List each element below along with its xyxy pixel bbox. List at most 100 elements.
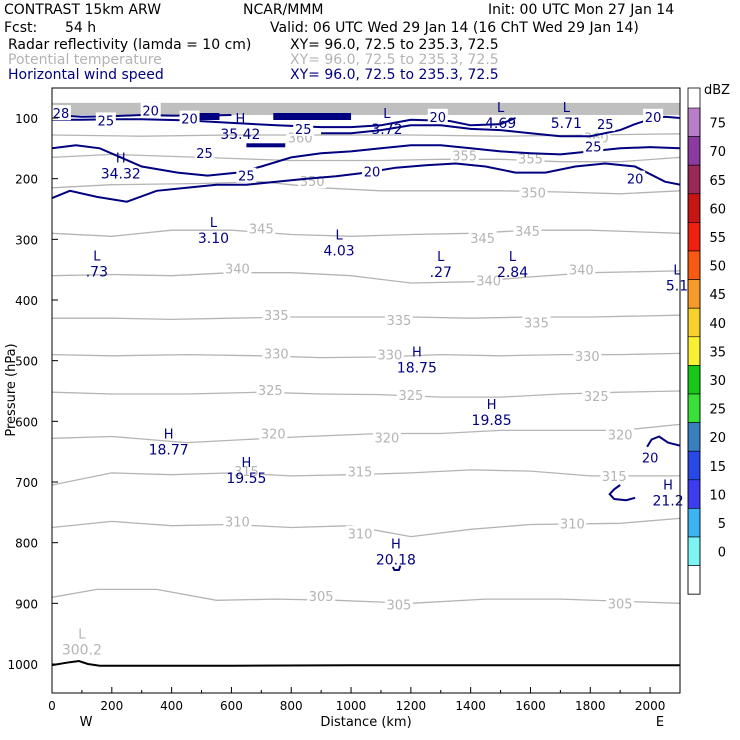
wind-contour-label: 25 bbox=[597, 118, 614, 133]
extremum-type: H bbox=[236, 112, 246, 127]
extremum-type: L bbox=[437, 250, 445, 265]
wind-label-bg bbox=[140, 102, 161, 118]
theta-label-bg bbox=[262, 345, 291, 361]
extremum-type: H bbox=[164, 427, 174, 442]
wind-contour-25 bbox=[52, 144, 680, 177]
wind-contour-label: 25 bbox=[98, 114, 115, 129]
fcst-label: Fcst: bbox=[4, 20, 37, 36]
colorbar-label: 30 bbox=[709, 374, 726, 389]
reflectivity-band bbox=[52, 102, 680, 115]
header: CONTRAST 15km ARW NCAR/MMM Init: 00 UTC … bbox=[4, 2, 674, 36]
colorbar-swatch bbox=[687, 536, 701, 566]
theta-label-bg bbox=[474, 272, 503, 288]
extremum-type: H bbox=[391, 538, 401, 553]
theta-label-bg bbox=[372, 429, 401, 445]
extremum-low: L3.10 bbox=[198, 216, 229, 247]
wind-label-bg bbox=[293, 120, 314, 136]
extremum-value: 18.75 bbox=[397, 360, 437, 376]
theta-contour-label: 325 bbox=[584, 390, 609, 405]
theta-label-bg bbox=[262, 307, 291, 323]
theta-contour-label: 335 bbox=[264, 309, 289, 324]
theta-contour-label: 315 bbox=[234, 465, 259, 480]
colorbar-swatch bbox=[687, 279, 701, 309]
field-name-theta: Potential temperature bbox=[8, 52, 162, 68]
theta-contour-label: 305 bbox=[309, 590, 334, 605]
colorbar-unit: dBZ bbox=[704, 83, 730, 98]
wind-label-bg bbox=[52, 105, 71, 121]
y-tick-label: 900 bbox=[15, 597, 38, 611]
theta-label-bg bbox=[558, 515, 587, 531]
theta-contour-label: 310 bbox=[348, 528, 373, 543]
wind-contours: 28 20 25 20 25 25 25 20 25 25 20 20 20 20 bbox=[52, 102, 680, 571]
extremum-value: 3.72 bbox=[371, 122, 402, 138]
extremum-high: H21.2 bbox=[652, 478, 683, 509]
extremum-low: L5.1 bbox=[666, 264, 688, 295]
extremum-type: L bbox=[497, 101, 505, 116]
extremum-type: L bbox=[93, 250, 101, 265]
wind-contour-label: 25 bbox=[585, 141, 602, 156]
theta-contour-label: 355 bbox=[518, 153, 543, 168]
theta-label-bg bbox=[232, 463, 261, 479]
init-time: Init: 00 UTC Mon 27 Jan 14 bbox=[488, 2, 674, 18]
x-tick-label: 1600 bbox=[515, 699, 546, 713]
theta-label-bg bbox=[223, 513, 252, 529]
x-tick-label: 1000 bbox=[336, 699, 367, 713]
extremum-low: L.27 bbox=[430, 250, 452, 281]
theta-contour-335 bbox=[52, 314, 680, 321]
extremum-high: H35.42 bbox=[220, 112, 260, 143]
x-endpoint-right: E bbox=[656, 715, 664, 730]
theta-contour-label: 320 bbox=[608, 429, 633, 444]
theta-contour-label: 305 bbox=[608, 597, 633, 612]
extremum-high: H18.77 bbox=[149, 427, 189, 458]
colorbar-swatch bbox=[687, 450, 701, 481]
x-tick-label: 1800 bbox=[575, 699, 606, 713]
extremum-low: L3.72 bbox=[371, 107, 402, 138]
extremum-type: L bbox=[673, 264, 681, 279]
colorbar-label: 70 bbox=[709, 145, 726, 160]
theta-label-bg bbox=[513, 222, 542, 238]
theta-label-bg bbox=[600, 467, 629, 483]
theta-contour-355 bbox=[52, 153, 680, 163]
theta-label-bg bbox=[384, 596, 413, 612]
extremum-value: 300.2 bbox=[62, 643, 102, 659]
x-axis: Distance (km) W E 0 200 400 600 800 1000 1200 1… bbox=[48, 687, 665, 730]
extremum-type: H bbox=[241, 456, 251, 471]
theta-label-bg bbox=[468, 230, 497, 246]
extremum-high: H34.32 bbox=[101, 151, 141, 182]
terrain-line bbox=[52, 659, 680, 667]
x-tick-label: 0 bbox=[48, 699, 56, 713]
wind-contour-25 bbox=[52, 117, 516, 129]
colorbar-label: 5 bbox=[718, 517, 726, 532]
wind-contour-20 bbox=[646, 435, 680, 448]
wind-contour-label: 20 bbox=[627, 173, 644, 188]
colorbar-label: 25 bbox=[709, 403, 726, 418]
extremum-value: 2.84 bbox=[497, 265, 528, 281]
field-xy-reflectivity: XY= 96.0, 72.5 to 235.3, 72.5 bbox=[290, 37, 499, 53]
field-legend: Radar reflectivity (lamda = 10 cm) XY= 9… bbox=[8, 37, 499, 83]
colorbar-swatch bbox=[687, 336, 701, 366]
wind-contour-label: 25 bbox=[295, 123, 312, 138]
theta-contour-label: 325 bbox=[398, 389, 423, 404]
theta-contour-label: 320 bbox=[261, 427, 286, 442]
theta-contour-label: 350 bbox=[521, 187, 546, 202]
theta-label-bg bbox=[375, 346, 404, 362]
colorbar-swatch bbox=[687, 222, 701, 252]
theta-contour-label: 355 bbox=[452, 150, 477, 165]
colorbar-label: 65 bbox=[709, 174, 726, 189]
x-tick-label: 200 bbox=[100, 699, 123, 713]
x-tick-label: 600 bbox=[220, 699, 243, 713]
wind-label-bg bbox=[194, 145, 215, 161]
theta-contour-label: 310 bbox=[225, 515, 250, 530]
theta-contour-label: 340 bbox=[225, 262, 250, 277]
theta-contour-label: 335 bbox=[524, 316, 549, 331]
colorbar-swatch bbox=[687, 136, 701, 166]
extremum-value: 20.18 bbox=[376, 553, 416, 569]
y-axis: Pressure (hPa) 100 200 300 400 500 600 700 800 9… bbox=[4, 112, 58, 672]
extremum-type: L bbox=[563, 101, 571, 116]
colorbar-label: 50 bbox=[709, 260, 726, 275]
reflectivity-layer bbox=[52, 102, 680, 115]
jet-core-segment bbox=[192, 113, 220, 120]
extremum-value: 21.2 bbox=[652, 493, 683, 509]
